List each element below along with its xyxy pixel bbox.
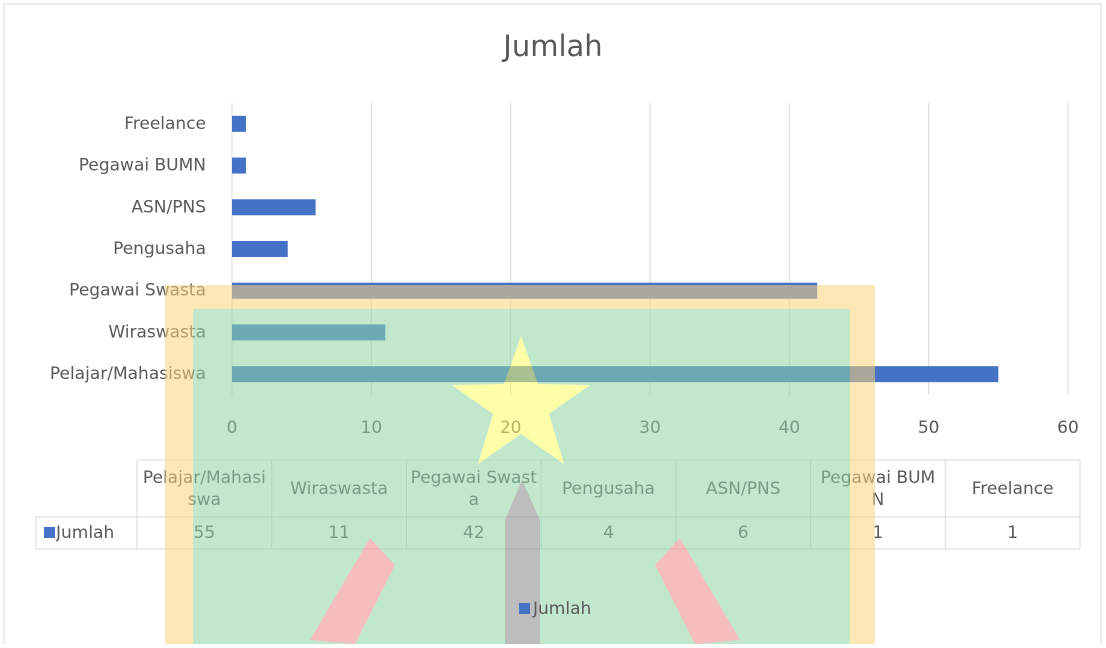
table-value-cell: 1: [1007, 523, 1019, 543]
y-tick-label: Pegawai BUMN: [79, 156, 206, 176]
table-header: Freelance: [971, 478, 1054, 499]
watermark-prong: [655, 538, 740, 644]
watermark-trident: [505, 480, 540, 644]
bar: [232, 157, 246, 174]
table-legend-key: [44, 527, 55, 538]
legend-key: [519, 603, 530, 614]
table-value: 1: [872, 523, 884, 543]
chart-title: Jumlah: [501, 29, 602, 63]
table-row-label: Jumlah: [56, 523, 115, 543]
legend: Jumlah: [519, 599, 591, 619]
table-value: 1: [1007, 523, 1019, 543]
bar: [232, 115, 246, 132]
legend-label: Jumlah: [532, 599, 591, 619]
x-tick-label: 50: [918, 418, 940, 438]
watermark: [165, 285, 875, 648]
watermark-star: [452, 336, 590, 464]
x-tick-label: 60: [1057, 418, 1079, 438]
y-tick-label: Freelance: [124, 114, 206, 134]
watermark-prong: [310, 538, 395, 644]
y-tick-label: ASN/PNS: [131, 197, 206, 217]
table-row-label-cell: Jumlah: [56, 523, 115, 543]
bar: [232, 241, 288, 257]
table-header-cell: Freelance: [971, 478, 1054, 499]
y-tick-label: Pengusaha: [113, 239, 206, 259]
table-value-cell: 1: [872, 523, 884, 543]
bar: [232, 199, 316, 216]
